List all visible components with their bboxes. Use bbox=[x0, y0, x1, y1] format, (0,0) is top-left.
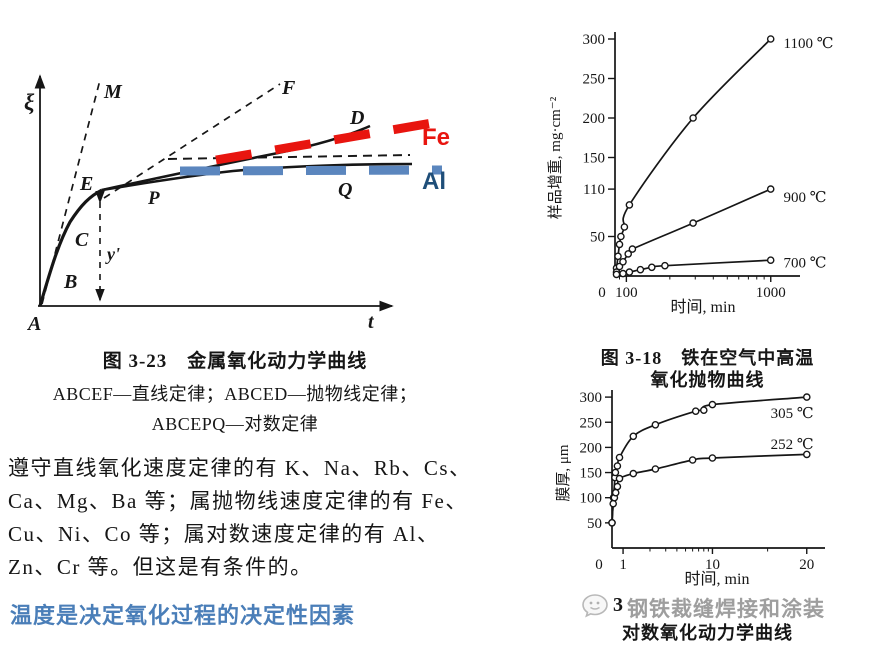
svg-text:Q: Q bbox=[338, 179, 352, 201]
paragraph-line: Zn、Cr 等。但这是有条件的。 bbox=[8, 555, 313, 579]
svg-text:M: M bbox=[103, 81, 123, 103]
svg-text:200: 200 bbox=[580, 440, 603, 456]
svg-text:200: 200 bbox=[583, 111, 606, 127]
fig-3-19-caption-line2: 对数氧化动力学曲线 bbox=[622, 623, 793, 643]
fig-3-18-chart: 50 110 150 200 250 300 0 100 1000 时间, min 样品增重, mg… bbox=[547, 32, 834, 316]
fig-3-23-legend-line2: ABCEPQ—对数定律 bbox=[151, 414, 319, 434]
svg-text:50: 50 bbox=[590, 230, 605, 246]
svg-text:t: t bbox=[368, 311, 375, 333]
svg-text:110: 110 bbox=[583, 182, 605, 198]
fig-3-23-legend-line1: ABCEF—直线定律；ABCED—抛物线定律； bbox=[52, 384, 418, 404]
svg-text:250: 250 bbox=[583, 72, 606, 88]
fig-3-18-caption-line1: 图 3-18 铁在空气中高温 bbox=[600, 348, 815, 368]
fig-3-19-chart: 50 100 150 200 250 300 0 1 10 20 时间, min 膜厚, μm 305 … bbox=[555, 390, 825, 588]
fig-3-23-diagram: ξ t ABC E P D Q M Fy' Fe Al bbox=[24, 74, 450, 335]
svg-text:B: B bbox=[63, 271, 77, 293]
paragraph-line: Cu、Ni、Co 等；属对数速度定律的有 Al、 bbox=[8, 522, 440, 546]
svg-text:F: F bbox=[281, 77, 296, 99]
svg-text:0: 0 bbox=[598, 285, 606, 301]
svg-text:Fe: Fe bbox=[422, 124, 450, 151]
svg-text:50: 50 bbox=[587, 516, 602, 532]
svg-text:1: 1 bbox=[619, 557, 627, 573]
svg-text:膜厚, μm: 膜厚, μm bbox=[555, 444, 572, 502]
watermark-text: 钢铁裁缝焊接和涂装 bbox=[627, 598, 825, 621]
svg-text:900 ℃: 900 ℃ bbox=[784, 190, 827, 206]
svg-text:0: 0 bbox=[595, 557, 603, 573]
svg-text:100: 100 bbox=[615, 285, 638, 301]
fig-3-18-caption-line2: 氧化抛物曲线 bbox=[650, 370, 765, 390]
svg-text:150: 150 bbox=[583, 151, 606, 167]
svg-text:20: 20 bbox=[799, 557, 814, 573]
svg-text:300: 300 bbox=[580, 390, 603, 406]
svg-text:D: D bbox=[349, 107, 364, 129]
svg-text:700 ℃: 700 ℃ bbox=[784, 256, 827, 272]
svg-text:ξ: ξ bbox=[24, 90, 35, 115]
watermark-row: 3 钢铁裁缝焊接和涂装 bbox=[545, 592, 872, 621]
temperature-highlight-text: 温度是决定氧化过程的决定性因素 bbox=[10, 603, 356, 628]
svg-text:Al: Al bbox=[422, 168, 446, 195]
svg-text:时间, min: 时间, min bbox=[671, 298, 736, 316]
svg-text:1100 ℃: 1100 ℃ bbox=[784, 36, 834, 52]
paragraph-line: 遵守直线氧化速度定律的有 K、Na、Rb、Cs、 bbox=[8, 456, 472, 480]
svg-text:时间, min: 时间, min bbox=[685, 570, 750, 588]
svg-text:1000: 1000 bbox=[756, 285, 786, 301]
svg-text:305 ℃: 305 ℃ bbox=[771, 406, 814, 422]
svg-text:样品增重, mg·cm⁻²: 样品增重, mg·cm⁻² bbox=[547, 96, 564, 219]
svg-text:y': y' bbox=[105, 244, 120, 264]
fig-3-23-caption: 图 3-23 金属氧化动力学曲线 bbox=[102, 351, 368, 372]
svg-text:10: 10 bbox=[705, 557, 720, 573]
svg-text:E: E bbox=[79, 173, 93, 195]
wechat-chat-icon bbox=[582, 594, 608, 618]
obscured-caption-fragment: 3 bbox=[613, 594, 623, 616]
paragraph-line: Ca、Mg、Ba 等；属抛物线速度定律的有 Fe、 bbox=[8, 489, 468, 513]
svg-text:250: 250 bbox=[580, 415, 603, 431]
svg-text:C: C bbox=[75, 229, 89, 251]
svg-text:252 ℃: 252 ℃ bbox=[771, 437, 814, 453]
svg-text:100: 100 bbox=[580, 491, 603, 507]
svg-text:P: P bbox=[147, 188, 160, 209]
svg-text:A: A bbox=[26, 313, 41, 335]
oxidation-laws-paragraph: 遵守直线氧化速度定律的有 K、Na、Rb、Cs、 Ca、Mg、Ba 等；属抛物线… bbox=[8, 452, 472, 584]
svg-text:300: 300 bbox=[583, 32, 606, 48]
svg-text:150: 150 bbox=[580, 466, 603, 482]
